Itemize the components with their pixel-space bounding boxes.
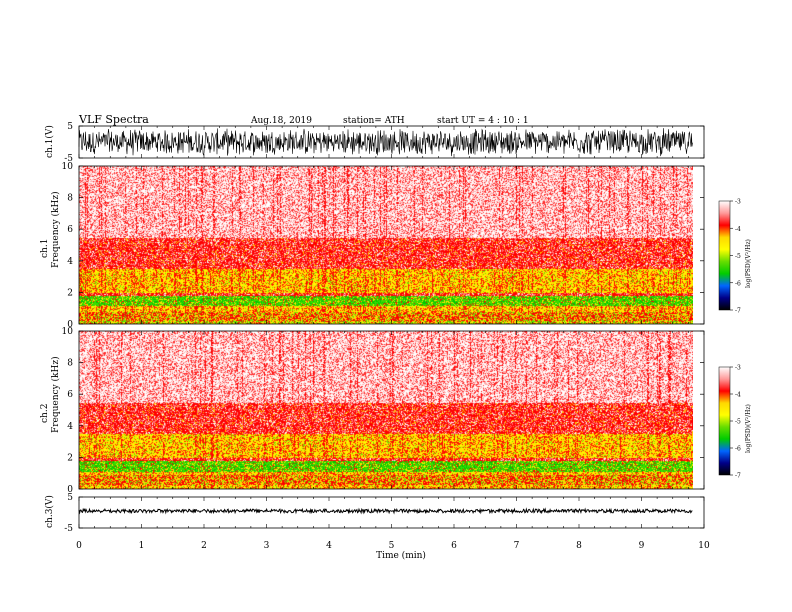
colorbar-ch1: -3 -4 -5 -6 -7 (718, 199, 741, 315)
ch1-tick-label: 5 (67, 122, 73, 132)
time-tick-label: 2 (201, 541, 207, 551)
time-tick-label: 8 (576, 541, 582, 551)
cbar2-tick-label: -6 (735, 446, 741, 453)
colorbar2-label: log(PSD)(V²/Hz) (745, 404, 752, 453)
spec1-tick-label: 2 (67, 288, 73, 298)
station-label: station= ATH (343, 116, 405, 126)
spec2-tick-label: 0 (67, 485, 73, 495)
spec2-tick-label: 4 (67, 422, 73, 432)
cbar1-tick-label: -4 (735, 226, 741, 233)
date-label: Aug.18, 2019 (250, 116, 312, 126)
ch3-axis-label: ch.3(V) (44, 495, 55, 528)
cbar2-tick-label: -5 (735, 419, 741, 426)
spec1-tick-label: 0 (67, 320, 73, 330)
cbar2-tick-label: -7 (735, 473, 741, 480)
time-axis: 0 1 2 3 4 5 6 7 8 9 10 (76, 541, 710, 551)
ch1-waveform-line (78, 128, 693, 157)
ch3-tick-label: -5 (64, 524, 73, 534)
time-tick-label: 9 (639, 541, 645, 551)
colorbar1-label: log(PSD)(V²/Hz) (745, 239, 752, 288)
spec2-image (79, 331, 693, 489)
cbar1-tick-label: -3 (735, 199, 741, 206)
spec1-tick-label: 8 (67, 194, 73, 204)
time-axis-label: Time (min) (376, 550, 426, 561)
cbar1-tick-label: -7 (735, 308, 741, 315)
time-tick-label: 0 (76, 541, 82, 551)
spec1-axis-label-2: Frequency (kHz) (50, 191, 61, 268)
time-tick-label: 7 (514, 541, 520, 551)
ch1-tick-label: -5 (64, 154, 73, 164)
cbar2-gradient (718, 366, 731, 476)
cbar2-tick-label: -3 (735, 365, 741, 372)
time-tick-label: 6 (451, 541, 457, 551)
ch2-spectrogram-panel: 0 2 4 6 8 10 (62, 327, 705, 495)
spec2-axis-label-2: Frequency (kHz) (50, 356, 61, 433)
colorbar-ch2: -3 -4 -5 -6 -7 (718, 365, 741, 480)
spec1-axis-label-1: ch.1 (40, 239, 50, 258)
time-tick-label: 5 (389, 541, 395, 551)
spec2-axis-label-1: ch.2 (40, 404, 50, 423)
cbar1-tick-label: -6 (735, 280, 741, 287)
ch3-tick-label: 5 (67, 493, 73, 503)
ch1-waveform-panel: 5 -5 (64, 122, 705, 164)
time-tick-label: 3 (264, 541, 270, 551)
cbar1-gradient (718, 200, 731, 311)
ch3-waveform-line (78, 507, 693, 515)
spec1-tick-label: 4 (67, 257, 73, 267)
time-tick-label: 10 (698, 541, 710, 551)
ch1-axis-label: ch.1(V) (44, 125, 55, 158)
spec2-tick-label: 8 (67, 359, 73, 369)
time-tick-label: 1 (139, 541, 145, 551)
spec1-tick-label: 6 (67, 225, 73, 235)
figure-title: VLF Spectra (78, 113, 149, 126)
spec2-tick-label: 2 (67, 453, 73, 463)
spec1-image (79, 166, 693, 324)
cbar2-tick-label: -4 (735, 392, 741, 399)
spec1-tick-label: 10 (62, 162, 74, 172)
spec2-tick-label: 10 (62, 327, 74, 337)
ch3-waveform-panel: 5 -5 (64, 493, 705, 534)
time-tick-label: 4 (326, 541, 332, 551)
spec2-tick-label: 6 (67, 390, 73, 400)
ch1-spectrogram-panel: 0 2 4 6 8 10 (62, 162, 705, 330)
start-ut-label: start UT = 4 : 10 : 1 (437, 116, 529, 126)
cbar1-tick-label: -5 (735, 253, 741, 260)
